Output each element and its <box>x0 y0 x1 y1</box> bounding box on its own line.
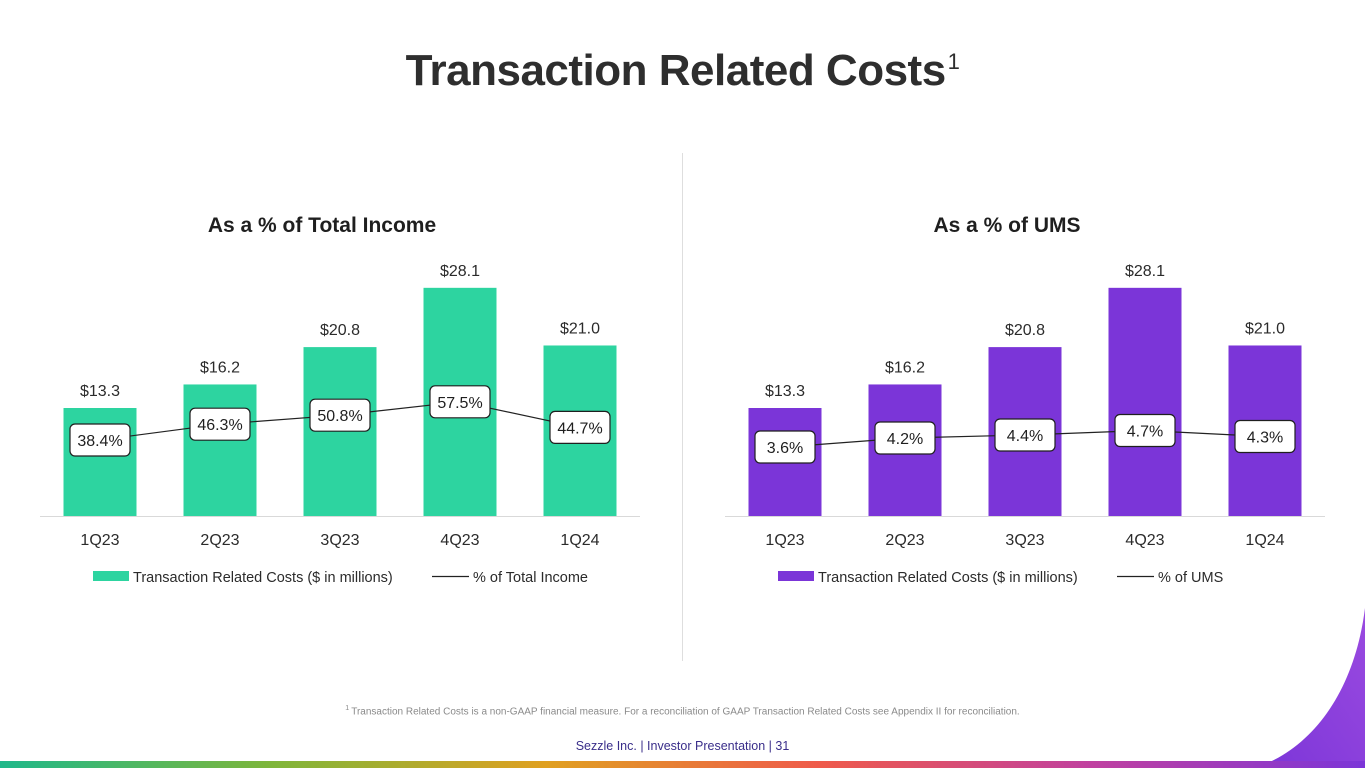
x-tick-label: 4Q23 <box>1125 532 1164 549</box>
bar-value-label: $16.2 <box>885 359 925 376</box>
line-point-label-box <box>994 418 1056 452</box>
x-tick-label: 1Q23 <box>765 532 804 549</box>
bar-value-label: $28.1 <box>440 263 480 280</box>
page-title-text: Transaction Related Costs <box>405 46 947 95</box>
x-tick-label: 2Q23 <box>885 532 924 549</box>
legend-label-line: % of UMS <box>1158 570 1223 586</box>
bar-4Q23 <box>1108 287 1182 516</box>
line-point-label-box <box>874 421 936 455</box>
x-tick-label: 4Q23 <box>440 532 479 549</box>
legend-swatch-bars <box>778 571 814 581</box>
x-tick-label: 3Q23 <box>320 532 359 549</box>
line-point-label: 4.7% <box>1127 424 1163 441</box>
line-point-label: 4.3% <box>1247 430 1283 447</box>
x-tick-label: 1Q23 <box>80 532 119 549</box>
footnote: 1 Transaction Related Costs is a non-GAAP… <box>0 705 1365 717</box>
line-point-label-box <box>1114 413 1176 448</box>
footnote-marker: 1 <box>345 705 350 712</box>
footer-text: Sezzle Inc. | Investor Presentation | 31 <box>575 739 790 753</box>
legend-swatch-bars <box>93 571 129 581</box>
chart-title: As a % of UMS <box>933 214 1080 237</box>
x-tick-label: 3Q23 <box>1005 532 1044 549</box>
chart-divider <box>682 153 683 661</box>
line-point-label: 38.4% <box>77 433 122 450</box>
bar-value-label: $21.0 <box>1245 320 1285 337</box>
chart-total-income: As a % of Total Income $13.3 1Q23 $16.2 2Q23… <box>40 214 640 586</box>
line-point-label: 44.7% <box>557 420 602 437</box>
chart-ums: As a % of UMS $13.3 1Q23 $16.2 2Q23 $20.8 3Q23… <box>725 214 1325 586</box>
line-point-label: 57.5% <box>437 395 482 412</box>
line-point-label-box <box>429 385 491 419</box>
line-point-label-box <box>1234 419 1296 454</box>
legend-label-bars: Transaction Related Costs ($ in millions… <box>818 570 1078 586</box>
line-point-label: 3.6% <box>767 440 803 457</box>
line-point-label-box <box>189 407 251 441</box>
line-point-label: 4.2% <box>887 431 923 448</box>
page-title: Transaction Related Costs1 <box>0 46 1365 96</box>
bar-value-label: $28.1 <box>1125 263 1165 280</box>
bar-value-label: $16.2 <box>200 359 240 376</box>
legend-label-line: % of Total Income <box>473 570 588 586</box>
line-point-label: 50.8% <box>317 408 362 425</box>
x-tick-label: 2Q23 <box>200 532 239 549</box>
corner-decoration <box>1255 608 1365 768</box>
legend-label-bars: Transaction Related Costs ($ in millions… <box>133 570 393 586</box>
line-point-label-box <box>309 398 371 432</box>
line-point-label-box <box>69 423 131 457</box>
bar-value-label: $13.3 <box>765 383 805 400</box>
line-point-label-box <box>549 410 611 444</box>
x-tick-label: 1Q24 <box>1245 532 1284 549</box>
line-point-label-box <box>754 430 816 464</box>
footnote-text: Transaction Related Costs is a non-GAAP … <box>351 706 1020 718</box>
line-point-label: 4.4% <box>1007 428 1043 445</box>
chart-title: As a % of Total Income <box>208 214 436 237</box>
bar-value-label: $20.8 <box>1005 322 1045 339</box>
bar-value-label: $13.3 <box>80 383 120 400</box>
bar-2Q23 <box>183 384 257 516</box>
x-tick-label: 1Q24 <box>560 532 599 549</box>
line-point-label: 46.3% <box>197 417 242 434</box>
bar-value-label: $20.8 <box>320 322 360 339</box>
bottom-gradient-bar <box>0 761 1365 768</box>
title-footnote-marker: 1 <box>947 49 960 75</box>
bar-value-label: $21.0 <box>560 320 600 337</box>
